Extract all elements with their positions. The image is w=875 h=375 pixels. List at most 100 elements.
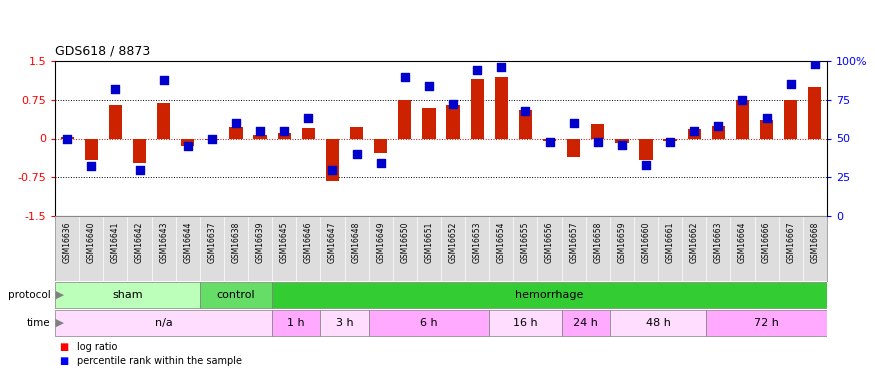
Bar xyxy=(471,79,484,138)
Text: percentile rank within the sample: percentile rank within the sample xyxy=(77,356,242,366)
Point xyxy=(181,143,195,149)
Bar xyxy=(760,120,774,138)
Point xyxy=(446,101,460,107)
Text: GSM16637: GSM16637 xyxy=(207,221,216,263)
Point xyxy=(542,139,556,145)
Bar xyxy=(200,282,272,309)
Point xyxy=(398,74,412,80)
Text: GSM16661: GSM16661 xyxy=(666,221,675,262)
Point xyxy=(711,123,725,129)
Point xyxy=(567,120,581,126)
Text: GSM16657: GSM16657 xyxy=(569,221,578,263)
Bar xyxy=(489,309,562,336)
Text: GSM16654: GSM16654 xyxy=(497,221,506,263)
Text: GSM16668: GSM16668 xyxy=(810,221,819,262)
Text: ▶: ▶ xyxy=(52,318,65,328)
Text: sham: sham xyxy=(112,290,143,300)
Text: 6 h: 6 h xyxy=(420,318,438,328)
Text: 16 h: 16 h xyxy=(513,318,538,328)
Bar xyxy=(254,135,267,138)
Bar xyxy=(55,309,272,336)
Bar xyxy=(640,138,653,160)
Point xyxy=(518,108,532,114)
Bar xyxy=(592,124,605,138)
Point xyxy=(639,162,653,168)
Text: GSM16646: GSM16646 xyxy=(304,221,313,263)
Bar xyxy=(272,309,320,336)
Text: GSM16655: GSM16655 xyxy=(521,221,530,263)
Bar xyxy=(374,138,388,153)
Text: control: control xyxy=(217,290,256,300)
Bar xyxy=(302,128,315,138)
Text: 24 h: 24 h xyxy=(573,318,598,328)
Point xyxy=(591,139,605,145)
Text: GSM16664: GSM16664 xyxy=(738,221,747,263)
Point xyxy=(132,166,146,172)
Bar xyxy=(808,87,822,138)
Text: GSM16636: GSM16636 xyxy=(63,221,72,263)
Point xyxy=(108,86,123,92)
Point xyxy=(205,135,219,141)
Text: GSM16656: GSM16656 xyxy=(545,221,554,263)
Text: time: time xyxy=(27,318,51,328)
Point xyxy=(60,135,74,141)
Bar xyxy=(446,105,459,138)
Bar xyxy=(706,309,827,336)
Bar xyxy=(688,129,701,138)
Bar xyxy=(181,138,194,146)
Bar xyxy=(108,105,122,138)
Text: GSM16659: GSM16659 xyxy=(618,221,626,263)
Text: 1 h: 1 h xyxy=(288,318,305,328)
Bar xyxy=(368,309,489,336)
Bar xyxy=(55,282,200,309)
Text: 3 h: 3 h xyxy=(336,318,354,328)
Text: hemorrhage: hemorrhage xyxy=(515,290,584,300)
Bar xyxy=(567,138,580,157)
Point xyxy=(687,128,701,134)
Point xyxy=(326,166,340,172)
Text: GSM16658: GSM16658 xyxy=(593,221,602,262)
Point xyxy=(157,76,171,82)
Text: GSM16662: GSM16662 xyxy=(690,221,699,262)
Bar xyxy=(711,126,725,138)
Text: n/a: n/a xyxy=(155,318,172,328)
Bar xyxy=(157,104,171,138)
Text: GSM16660: GSM16660 xyxy=(641,221,650,263)
Bar xyxy=(610,309,706,336)
Point xyxy=(229,120,243,126)
Text: GSM16642: GSM16642 xyxy=(135,221,144,262)
Point xyxy=(350,151,364,157)
Text: GSM16647: GSM16647 xyxy=(328,221,337,263)
Text: GSM16640: GSM16640 xyxy=(87,221,95,263)
Text: ▶: ▶ xyxy=(52,290,65,300)
Bar xyxy=(272,282,827,309)
Bar xyxy=(494,76,507,138)
Point xyxy=(277,128,291,134)
Point xyxy=(470,67,484,73)
Bar xyxy=(85,138,98,160)
Point xyxy=(663,139,677,145)
Bar xyxy=(542,138,556,141)
Text: ■: ■ xyxy=(60,356,69,366)
Bar xyxy=(736,100,749,138)
Bar xyxy=(615,138,628,142)
Text: GSM16652: GSM16652 xyxy=(449,221,458,262)
Bar xyxy=(519,110,532,138)
Point xyxy=(301,116,315,122)
Text: GSM16663: GSM16663 xyxy=(714,221,723,263)
Point xyxy=(422,83,436,89)
Bar xyxy=(326,138,340,181)
Point xyxy=(84,164,98,170)
Bar xyxy=(206,138,219,140)
Bar xyxy=(423,108,436,138)
Text: GSM16648: GSM16648 xyxy=(352,221,361,262)
Text: log ratio: log ratio xyxy=(77,342,117,352)
Text: GSM16645: GSM16645 xyxy=(280,221,289,263)
Point xyxy=(808,61,822,67)
Bar xyxy=(562,309,610,336)
Text: 72 h: 72 h xyxy=(754,318,779,328)
Point xyxy=(253,128,267,134)
Bar xyxy=(663,138,676,141)
Bar xyxy=(133,138,146,163)
Point xyxy=(615,142,629,148)
